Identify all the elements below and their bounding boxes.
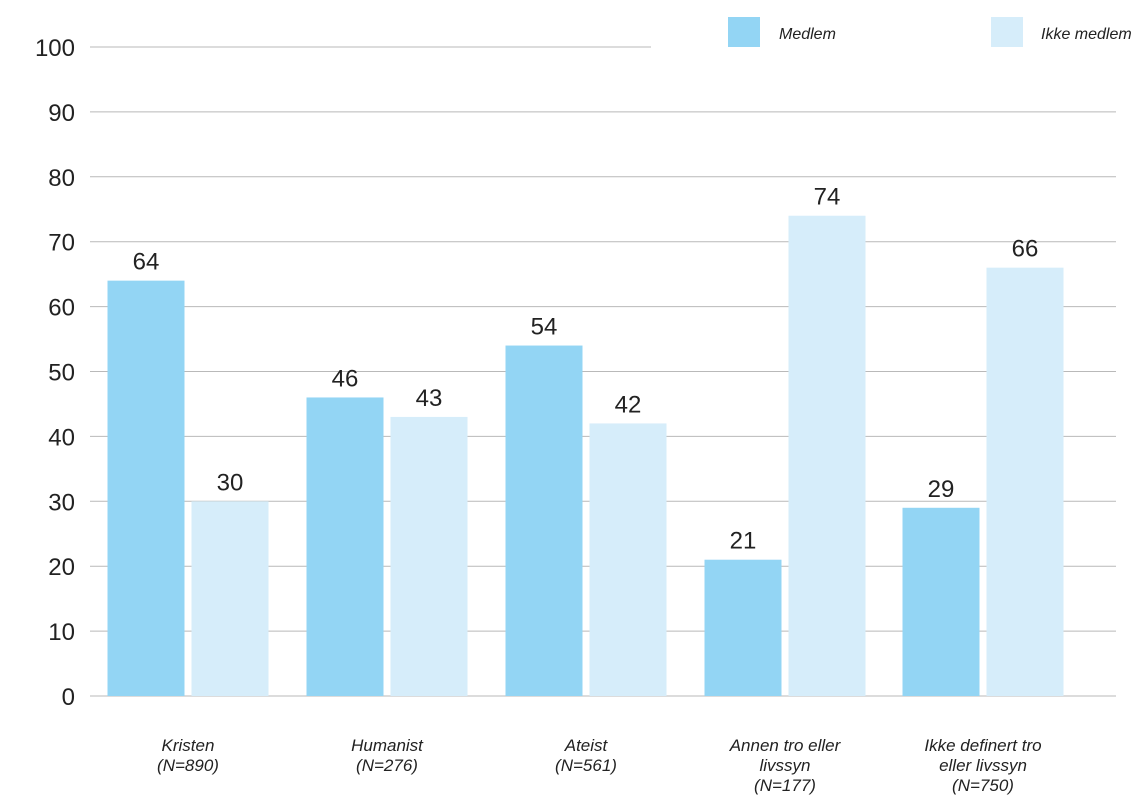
y-tick-label-30: 30 [48, 489, 75, 516]
y-tick-label-90: 90 [48, 100, 75, 127]
y-tick-label-40: 40 [48, 424, 75, 451]
data-label-0-0: 64 [133, 249, 160, 276]
bars [107, 215, 1064, 697]
data-labels: 64 30 46 43 54 42 21 74 29 66 [133, 184, 1039, 555]
category-label-2: Ateist (N=561) [555, 736, 617, 775]
bar-medlem-2 [505, 345, 583, 696]
data-label-1-2: 42 [615, 391, 642, 418]
data-label-0-3: 21 [730, 528, 757, 555]
y-tick-label-50: 50 [48, 360, 75, 387]
bar-ikke-medlem-3 [788, 215, 866, 697]
category-label-3: Annen tro eller livssyn (N=177) [729, 736, 842, 795]
bar-ikke-medlem-4 [986, 267, 1064, 696]
bar-ikke-medlem-1 [390, 416, 468, 696]
bar-medlem-3 [704, 559, 782, 696]
y-tick-label-80: 80 [48, 165, 75, 192]
data-label-1-0: 30 [217, 469, 244, 496]
legend-swatch-ikke-medlem [991, 17, 1023, 47]
y-tick-label-60: 60 [48, 295, 75, 322]
legend-swatch-medlem [728, 17, 760, 47]
bar-medlem-1 [306, 397, 384, 696]
bar-ikke-medlem-2 [589, 423, 667, 696]
data-label-1-3: 74 [814, 184, 841, 211]
category-labels: Kristen (N=890) Humanist (N=276) Ateist (N=56… [157, 736, 1042, 795]
category-label-0: Kristen (N=890) [157, 736, 219, 775]
data-label-1-1: 43 [416, 385, 443, 412]
bar-medlem-0 [107, 280, 185, 696]
bar-medlem-4 [902, 507, 980, 696]
y-tick-label-20: 20 [48, 554, 75, 581]
data-label-0-1: 46 [332, 365, 359, 392]
legend-label-medlem: Medlem [779, 26, 836, 43]
data-label-0-2: 54 [531, 314, 558, 341]
legend: Medlem Ikke medlem [728, 17, 1132, 47]
y-tick-label-0: 0 [62, 684, 75, 711]
y-tick-label-10: 10 [48, 619, 75, 646]
y-axis-ticks: 0 10 20 30 40 50 60 70 80 90 100 [35, 35, 75, 711]
data-label-1-4: 66 [1012, 236, 1039, 263]
y-tick-label-70: 70 [48, 230, 75, 257]
category-label-1: Humanist (N=276) [351, 736, 424, 775]
category-label-4: Ikke definert tro eller livssyn (N=750) [924, 736, 1041, 795]
bar-ikke-medlem-0 [191, 501, 269, 696]
data-label-0-4: 29 [928, 476, 955, 503]
y-tick-label-100: 100 [35, 35, 75, 62]
legend-label-ikke-medlem: Ikke medlem [1041, 26, 1132, 43]
